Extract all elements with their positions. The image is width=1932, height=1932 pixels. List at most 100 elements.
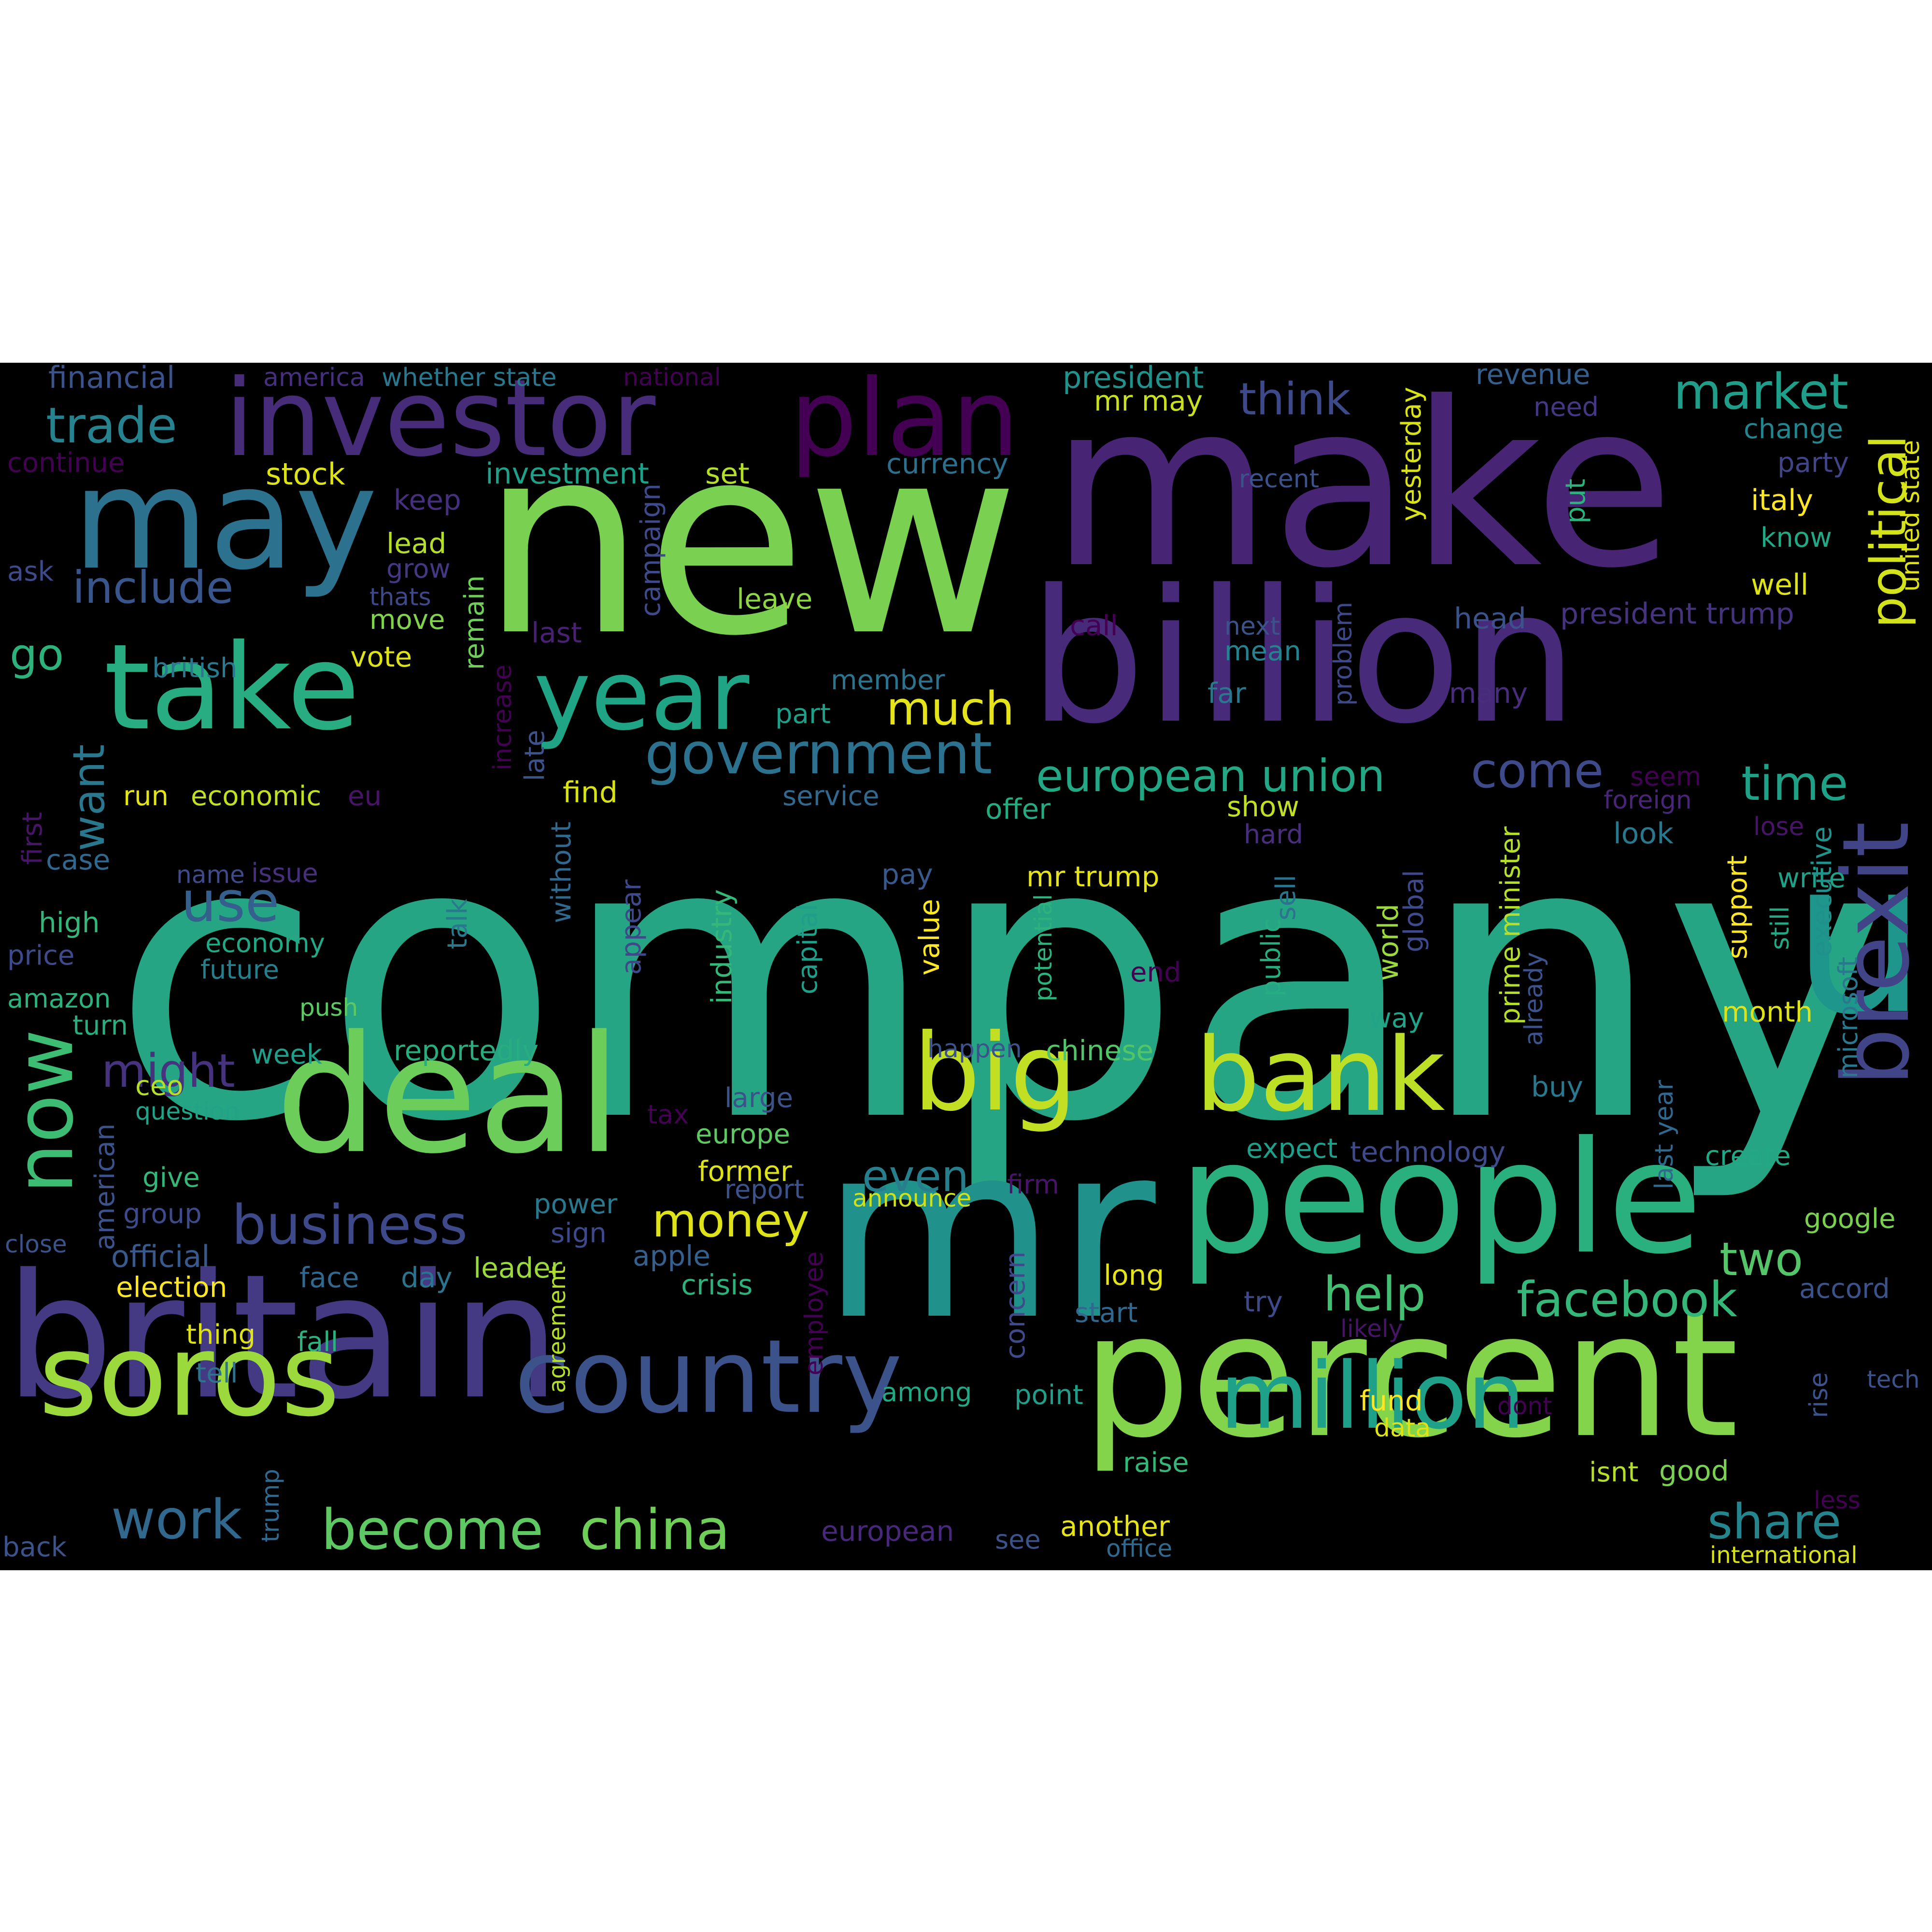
cloud-word: tech <box>1867 1365 1920 1393</box>
cloud-word: deal <box>275 1001 622 1190</box>
cloud-word: turn <box>72 1010 128 1041</box>
cloud-word: offer <box>985 793 1051 825</box>
cloud-word: many <box>1449 677 1528 710</box>
cloud-word: help <box>1323 1267 1426 1322</box>
cloud-word: day <box>401 1261 453 1294</box>
cloud-word: call <box>1070 609 1118 642</box>
cloud-word: sell <box>1270 875 1302 921</box>
cloud-word: sign <box>551 1218 607 1249</box>
cloud-word: crisis <box>681 1268 753 1301</box>
cloud-word: even <box>862 1151 969 1202</box>
cloud-word: firm <box>1007 1169 1059 1200</box>
cloud-word: increase <box>488 665 517 771</box>
cloud-word: leave <box>737 582 813 615</box>
cloud-word: much <box>886 682 1015 736</box>
cloud-word: continue <box>7 447 125 479</box>
cloud-word: move <box>369 604 445 636</box>
cloud-word: push <box>299 994 358 1022</box>
cloud-word: official <box>111 1239 210 1274</box>
cloud-word: lose <box>1753 812 1804 841</box>
cloud-word: bank <box>1195 1016 1445 1134</box>
cloud-word: need <box>1534 392 1599 422</box>
cloud-word: trump <box>256 1469 284 1543</box>
cloud-word: far <box>1208 677 1246 710</box>
cloud-word: want <box>64 744 114 852</box>
cloud-word: public <box>1256 918 1286 997</box>
cloud-word: fund <box>1360 1384 1423 1417</box>
cloud-word: national <box>623 363 721 391</box>
cloud-word: another <box>1060 1510 1170 1543</box>
cloud-word: employee <box>800 1251 829 1376</box>
cloud-word: now <box>0 1029 91 1194</box>
cloud-word: late <box>519 730 551 781</box>
cloud-word: talk <box>442 899 473 950</box>
cloud-word: industry <box>705 889 738 1004</box>
cloud-word: european union <box>1036 750 1385 802</box>
cloud-word: week <box>251 1039 323 1070</box>
cloud-word: president <box>1063 363 1204 395</box>
cloud-word: power <box>534 1189 618 1220</box>
cloud-word: point <box>1014 1379 1083 1411</box>
cloud-word: recent <box>1239 465 1320 494</box>
cloud-word: company <box>111 756 1892 1206</box>
cloud-word: america <box>263 363 365 392</box>
cloud-word: grow <box>386 554 451 584</box>
cloud-word: still <box>1766 906 1795 950</box>
cloud-word: election <box>116 1271 227 1304</box>
cloud-word: office <box>1106 1534 1173 1563</box>
cloud-word: britain <box>5 1237 561 1437</box>
cloud-word: reportedly <box>394 1034 539 1067</box>
cloud-word: write <box>1777 863 1846 894</box>
cloud-word: campaign <box>635 483 667 617</box>
cloud-word: global <box>1398 870 1430 952</box>
cloud-word: accord <box>1799 1273 1890 1305</box>
cloud-word: value <box>913 899 946 976</box>
cloud-word: leader <box>473 1251 562 1284</box>
cloud-word: come <box>1471 742 1604 799</box>
cloud-word: last <box>531 616 582 649</box>
cloud-word: problem <box>1329 602 1358 706</box>
cloud-word: u <box>1792 814 1927 1061</box>
cloud-word: pay <box>881 858 933 891</box>
cloud-word: google <box>1804 1203 1896 1235</box>
cloud-word: raise <box>1123 1447 1189 1478</box>
cloud-word: share <box>1707 1493 1842 1550</box>
cloud-word: rise <box>1804 1372 1833 1418</box>
cloud-word: keep <box>394 483 461 516</box>
cloud-word: stock <box>266 456 345 492</box>
cloud-word: among <box>881 1377 972 1407</box>
cloud-word: think <box>1239 373 1351 425</box>
cloud-word: chinese <box>1046 1034 1154 1067</box>
cloud-word: american <box>89 1123 121 1250</box>
cloud-word: run <box>123 781 169 812</box>
cloud-word: long <box>1104 1259 1165 1292</box>
cloud-word: former <box>698 1155 792 1188</box>
cloud-word: support <box>1722 855 1753 960</box>
cloud-word: close <box>5 1230 67 1258</box>
cloud-word: market <box>1674 363 1848 421</box>
cloud-word: use <box>181 870 280 935</box>
cloud-word: potential <box>1029 894 1057 1002</box>
cloud-word: price <box>7 940 75 971</box>
cloud-word: likely <box>1340 1315 1403 1343</box>
cloud-word: hard <box>1244 819 1303 850</box>
cloud-word: know <box>1761 522 1832 554</box>
cloud-word: way <box>1369 1003 1424 1034</box>
cloud-word: soros <box>39 1310 340 1442</box>
cloud-word: large <box>724 1082 793 1114</box>
cloud-word: international <box>1710 1542 1858 1569</box>
cloud-word: high <box>39 906 100 939</box>
cloud-word: happen <box>927 1035 1022 1064</box>
cloud-word: revenue <box>1476 363 1591 391</box>
cloud-word: thats <box>369 583 431 611</box>
cloud-word: percent <box>1082 1276 1739 1476</box>
cloud-word: plan <box>790 363 1020 480</box>
cloud-word: less <box>1814 1486 1861 1514</box>
cloud-word: mean <box>1224 636 1301 667</box>
cloud-word: united state <box>1896 440 1925 592</box>
cloud-word: yesterday <box>1396 387 1427 522</box>
cloud-word: vote <box>350 640 412 673</box>
cloud-word: month <box>1722 995 1813 1028</box>
cloud-word: tax <box>647 1099 689 1130</box>
cloud-word: country <box>514 1318 903 1436</box>
